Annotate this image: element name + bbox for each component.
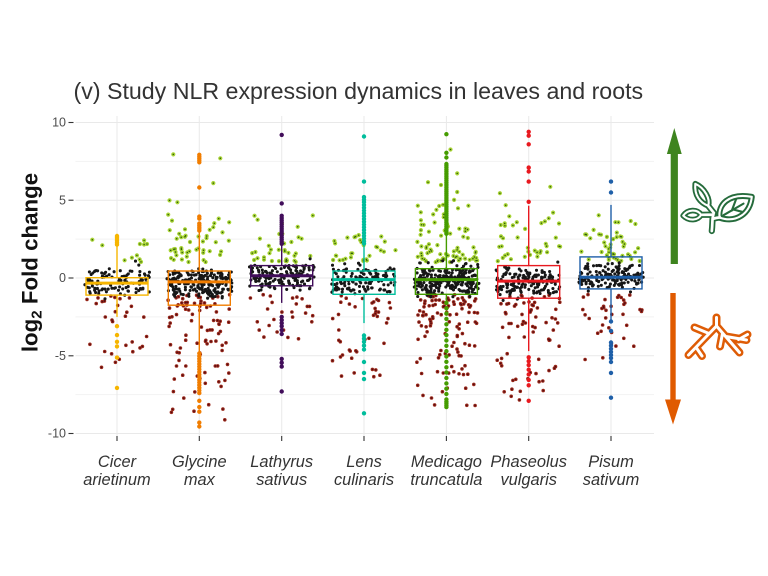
svg-text:Phaseolus: Phaseolus bbox=[490, 453, 567, 471]
svg-text:Lathyrus: Lathyrus bbox=[250, 453, 313, 471]
svg-text:0: 0 bbox=[59, 271, 66, 285]
svg-text:Glycine: Glycine bbox=[172, 453, 227, 471]
svg-text:culinaris: culinaris bbox=[334, 471, 394, 489]
svg-text:Medicago: Medicago bbox=[411, 453, 482, 471]
svg-text:max: max bbox=[184, 471, 216, 489]
svg-text:Pisum: Pisum bbox=[588, 453, 634, 471]
svg-text:-5: -5 bbox=[55, 349, 66, 363]
svg-text:5: 5 bbox=[59, 193, 66, 207]
svg-text:sativus: sativus bbox=[256, 471, 307, 489]
svg-text:truncatula: truncatula bbox=[410, 471, 482, 489]
svg-text:-10: -10 bbox=[48, 427, 66, 441]
svg-text:vulgaris: vulgaris bbox=[500, 471, 556, 489]
svg-text:(v) Study NLR expression dynam: (v) Study NLR expression dynamics in lea… bbox=[74, 78, 644, 104]
svg-text:arietinum: arietinum bbox=[83, 471, 150, 489]
svg-text:log2 Fold change: log2 Fold change bbox=[18, 173, 46, 352]
svg-text:sativum: sativum bbox=[583, 471, 639, 489]
svg-text:10: 10 bbox=[52, 116, 66, 130]
svg-text:Cicer: Cicer bbox=[98, 453, 138, 471]
svg-text:Lens: Lens bbox=[346, 453, 382, 471]
